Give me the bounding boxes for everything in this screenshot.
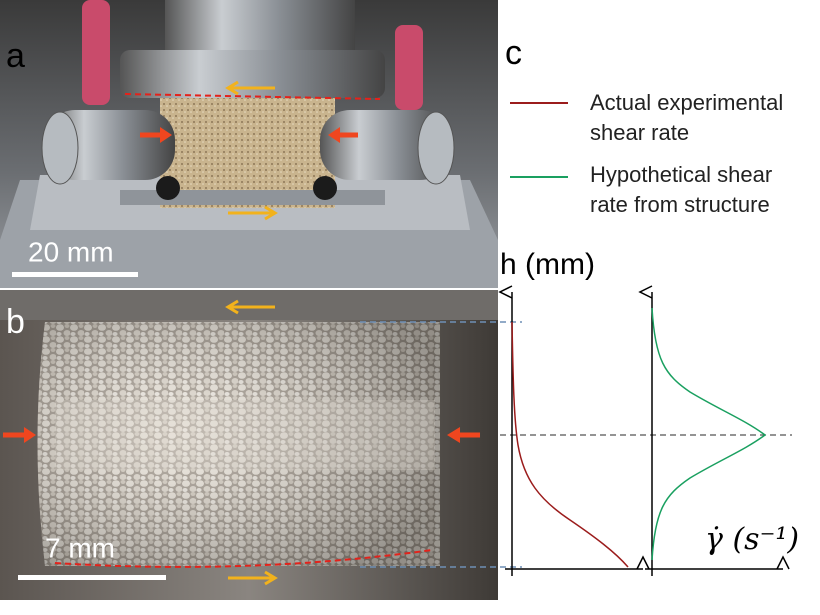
panel-label: c — [505, 34, 522, 72]
photo-b — [0, 290, 498, 600]
schematic — [360, 292, 792, 576]
panel-label: b — [6, 303, 25, 341]
legend-text: Hypothetical shear — [590, 162, 772, 187]
legend-text: rate from structure — [590, 192, 770, 217]
scale-bar-label: 7 mm — [45, 532, 115, 563]
legend-text: shear rate — [590, 120, 689, 145]
photo-a — [0, 0, 498, 288]
legend-text: Actual experimental — [590, 90, 783, 115]
scale-bar-label: 20 mm — [28, 236, 114, 267]
axis-label: γ̇ (s⁻¹) — [705, 522, 799, 557]
axis-label: h (mm) — [500, 248, 595, 281]
panel-label: a — [6, 37, 25, 75]
